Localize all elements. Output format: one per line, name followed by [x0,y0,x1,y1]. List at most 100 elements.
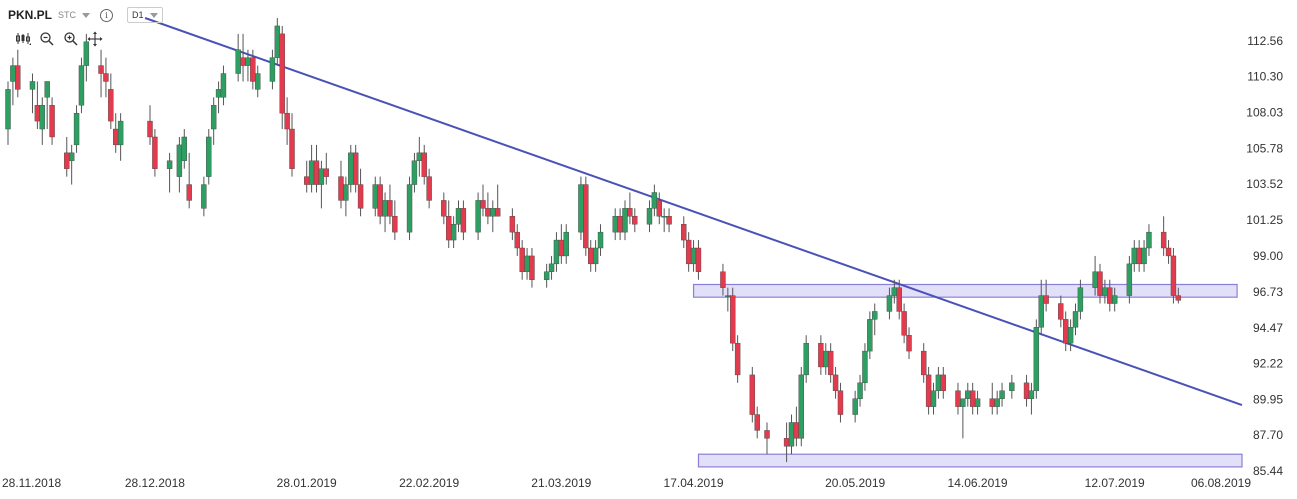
candle[interactable] [392,200,398,241]
candle[interactable] [955,382,961,415]
candle[interactable] [1009,374,1015,399]
candle[interactable] [39,97,45,145]
candle[interactable] [818,335,824,375]
candle[interactable] [5,81,11,145]
candle[interactable] [44,81,50,130]
trend-line[interactable] [144,17,1243,406]
zoom-out-icon[interactable] [38,30,56,48]
candle[interactable] [1160,216,1167,256]
candle[interactable] [323,152,329,185]
candle[interactable] [441,192,447,225]
candle[interactable] [1023,374,1030,407]
candle[interactable] [269,49,276,90]
candle[interactable] [421,144,427,185]
candle[interactable] [1067,319,1074,352]
candle[interactable] [597,224,604,256]
candle[interactable] [930,382,937,415]
candle[interactable] [490,200,496,233]
candle[interactable] [1141,240,1147,272]
candle[interactable] [78,57,85,114]
candle[interactable] [274,18,281,66]
candle[interactable] [867,311,873,360]
candle[interactable] [426,168,432,209]
candle[interactable] [387,184,393,225]
candle[interactable] [485,192,491,225]
candle[interactable] [117,113,124,161]
candle[interactable] [460,200,467,241]
candle[interactable] [284,97,290,145]
candle[interactable] [690,240,697,272]
candle[interactable] [646,200,653,233]
candle[interactable] [1033,319,1040,399]
candle[interactable] [255,65,261,98]
candle[interactable] [803,335,809,383]
candle[interactable] [83,33,90,82]
candle[interactable] [661,208,667,233]
candle[interactable] [480,184,486,217]
candle[interactable] [10,57,16,106]
chart-type-icon[interactable] [14,30,32,48]
candle[interactable] [1175,287,1182,304]
candle[interactable] [382,192,388,233]
candle[interactable] [592,240,599,272]
candle[interactable] [289,113,295,177]
candle[interactable] [352,144,359,193]
candle[interactable] [406,176,413,241]
candle[interactable] [837,382,844,423]
candle[interactable] [999,382,1005,407]
candle[interactable] [308,144,315,193]
candle[interactable] [1028,382,1035,415]
candle[interactable] [935,366,942,399]
candle[interactable] [357,168,364,217]
candle[interactable] [446,200,452,248]
candle[interactable] [220,65,227,106]
candle[interactable] [960,398,966,439]
candle[interactable] [524,248,530,280]
candle[interactable] [827,343,834,383]
candle[interactable] [862,343,868,391]
candle[interactable] [921,343,927,383]
candle[interactable] [651,184,658,217]
candle[interactable] [250,49,256,90]
candle[interactable] [147,105,153,145]
candle[interactable] [974,390,981,415]
candle[interactable] [343,176,349,217]
candle[interactable] [749,366,756,423]
candle[interactable] [1126,255,1133,304]
interval-selector[interactable]: D1 [127,7,163,23]
candle[interactable] [886,287,893,320]
candle[interactable] [906,327,912,360]
candle[interactable] [73,105,80,153]
candle[interactable] [215,81,222,114]
candle[interactable] [210,97,217,145]
candle[interactable] [176,136,183,193]
candle[interactable] [240,33,246,82]
candle[interactable] [666,208,672,233]
candle[interactable] [617,208,623,241]
candle[interactable] [475,192,481,241]
candle[interactable] [377,176,383,225]
candle[interactable] [529,248,535,288]
candle[interactable] [989,382,995,415]
candle[interactable] [514,224,520,256]
candle[interactable] [754,406,760,439]
candle[interactable] [318,160,325,209]
candle[interactable] [656,192,662,225]
candle[interactable] [181,129,187,169]
candle[interactable] [313,144,320,193]
candle[interactable] [901,303,907,344]
candle[interactable] [1038,279,1044,336]
candle[interactable] [152,129,158,177]
candle[interactable] [113,113,119,153]
candle[interactable] [548,255,555,280]
candle[interactable] [734,335,741,383]
candle[interactable] [793,406,800,447]
candle[interactable] [832,366,839,399]
candle[interactable] [372,176,378,217]
candle[interactable] [338,160,344,209]
candle[interactable] [823,343,829,375]
candle[interactable] [578,176,584,241]
candle[interactable] [166,152,173,193]
